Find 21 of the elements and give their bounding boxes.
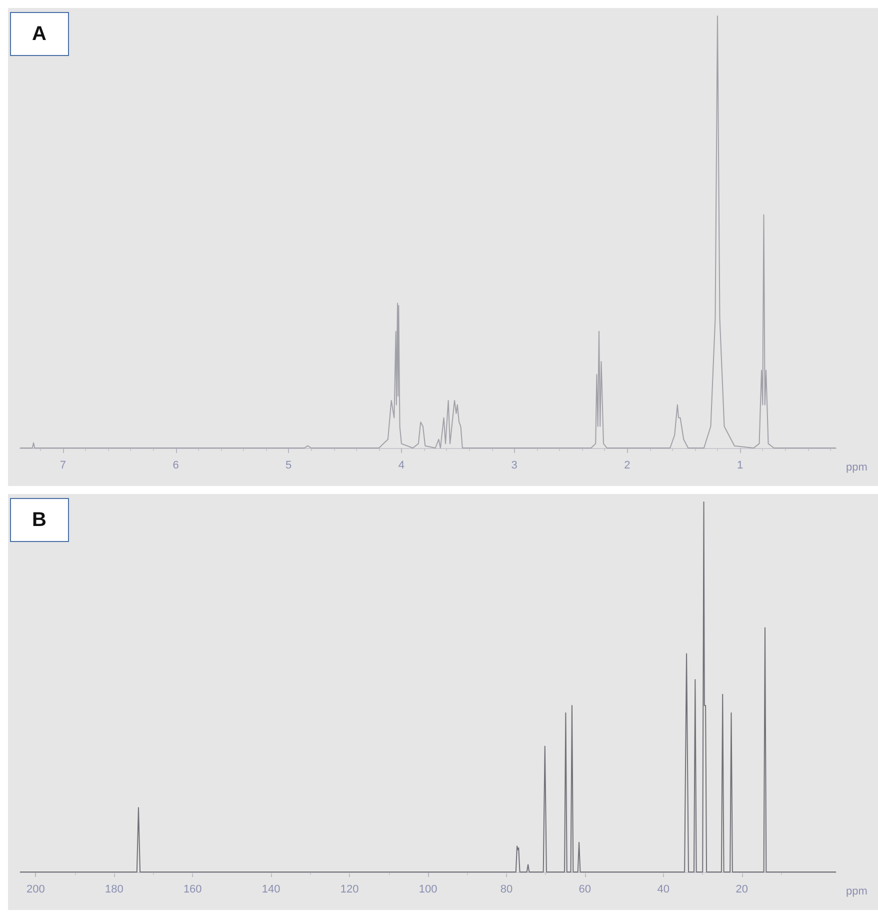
x-tick-label: 200 bbox=[26, 884, 45, 896]
x-tick-label: 7 bbox=[60, 460, 66, 472]
x-tick-label: 4 bbox=[398, 460, 405, 472]
chart-title: A bbox=[32, 23, 46, 45]
x-tick-label: 100 bbox=[418, 884, 438, 896]
x-tick-label: 3 bbox=[511, 460, 518, 472]
x-tick-label: 40 bbox=[657, 884, 670, 896]
x-tick-label: 6 bbox=[172, 460, 179, 472]
x-tick-label: 140 bbox=[262, 884, 280, 896]
x-tick-label: 60 bbox=[578, 884, 592, 896]
x-tick-label: 80 bbox=[500, 884, 513, 896]
x-tick-label: 20 bbox=[736, 884, 748, 896]
x-axis-title: ppm bbox=[846, 886, 868, 898]
x-axis-title: ppm bbox=[846, 462, 868, 474]
x-tick-label: 160 bbox=[183, 884, 202, 896]
x-tick-label: 5 bbox=[286, 460, 292, 472]
x-tick-label: 1 bbox=[737, 460, 744, 472]
x-tick-label: 2 bbox=[624, 460, 630, 472]
x-tick-label: 120 bbox=[340, 884, 359, 896]
chart-title: B bbox=[32, 509, 46, 531]
x-tick-label: 180 bbox=[104, 884, 124, 896]
